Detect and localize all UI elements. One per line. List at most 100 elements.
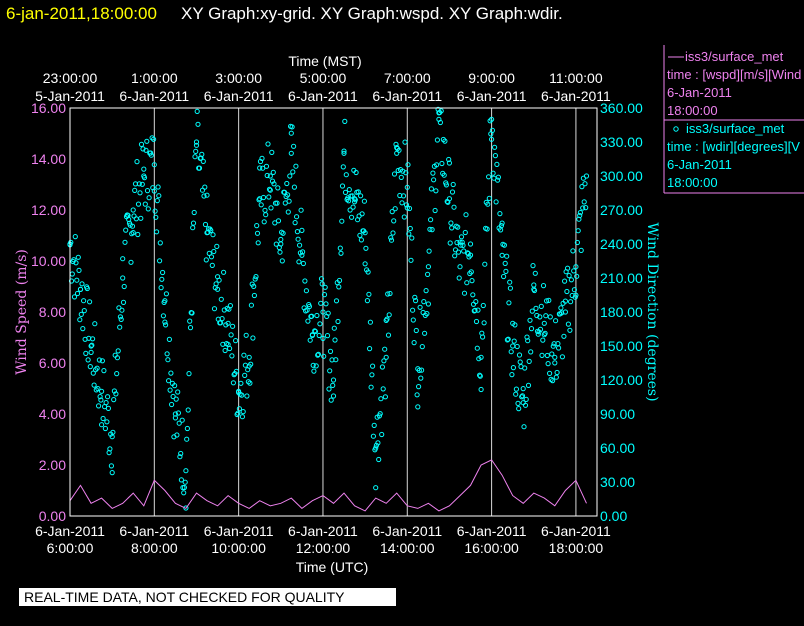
wdir-point bbox=[583, 173, 590, 179]
wdir-point bbox=[278, 241, 284, 247]
wdir-marker bbox=[258, 202, 264, 208]
top-tick-time: 7:00:00 bbox=[384, 70, 431, 86]
wdir-marker bbox=[433, 188, 439, 194]
wdir-point bbox=[510, 343, 516, 349]
wdir-marker bbox=[415, 404, 421, 410]
wdir-marker bbox=[166, 378, 172, 384]
y-right-tick: 300.00 bbox=[600, 168, 643, 184]
wdir-marker bbox=[183, 505, 189, 511]
wdir-marker bbox=[190, 225, 196, 231]
wdir-marker bbox=[312, 328, 318, 334]
wdir-marker bbox=[377, 411, 383, 417]
wdir-marker bbox=[463, 212, 469, 218]
wdir-marker bbox=[184, 436, 190, 442]
wdir-marker bbox=[303, 288, 309, 294]
wdir-marker bbox=[89, 342, 95, 348]
wdir-point bbox=[425, 264, 431, 270]
wdir-marker bbox=[472, 307, 478, 313]
wdir-marker bbox=[574, 239, 581, 246]
wdir-marker bbox=[129, 223, 136, 229]
wdir-marker bbox=[185, 407, 191, 413]
wdir-marker bbox=[275, 218, 282, 224]
wdir-marker bbox=[451, 204, 457, 210]
wdir-marker bbox=[107, 446, 113, 452]
wdir-marker bbox=[117, 324, 123, 330]
wdir-marker bbox=[571, 287, 578, 293]
wdir-marker bbox=[528, 349, 534, 355]
wdir-marker bbox=[405, 162, 411, 168]
wdir-marker bbox=[537, 326, 544, 332]
wdir-marker bbox=[330, 382, 336, 388]
wdir-marker bbox=[510, 365, 517, 371]
wdir-marker bbox=[550, 343, 556, 349]
wdir-marker bbox=[96, 403, 102, 409]
wdir-marker bbox=[540, 283, 547, 289]
wdir-marker bbox=[210, 232, 216, 238]
wdir-marker bbox=[521, 424, 527, 430]
wdir-marker bbox=[349, 214, 355, 220]
wdir-marker bbox=[429, 227, 435, 233]
wdir-marker bbox=[267, 187, 273, 193]
wdir-marker bbox=[481, 320, 487, 326]
wdir-marker bbox=[501, 273, 507, 280]
wdir-marker bbox=[93, 367, 99, 373]
wdir-marker bbox=[312, 328, 318, 335]
wdir-marker bbox=[90, 370, 96, 376]
wdir-point bbox=[415, 366, 421, 372]
wdir-point bbox=[299, 252, 305, 258]
wdir-marker bbox=[216, 277, 222, 283]
wdir-marker bbox=[412, 294, 418, 300]
wdir-marker bbox=[343, 172, 349, 178]
y-left-tick: 8.00 bbox=[39, 304, 66, 320]
wdir-marker bbox=[473, 318, 480, 325]
wdir-marker bbox=[450, 181, 456, 188]
y-left-tick: 16.00 bbox=[31, 100, 66, 116]
wdir-point bbox=[330, 377, 337, 383]
right-axis-label: Wind Direction (degrees) bbox=[644, 222, 660, 401]
wdir-point bbox=[457, 264, 463, 270]
wdir-marker bbox=[170, 393, 176, 400]
wdir-marker bbox=[263, 212, 269, 218]
wdir-marker bbox=[105, 394, 111, 400]
wdir-marker bbox=[193, 142, 200, 148]
wdir-marker bbox=[399, 200, 405, 206]
wdir-marker bbox=[346, 198, 352, 204]
y-right-tick: 240.00 bbox=[600, 236, 643, 252]
wdir-marker bbox=[280, 230, 286, 236]
wdir-marker bbox=[201, 193, 207, 199]
y-right-tick: 330.00 bbox=[600, 134, 643, 150]
wdir-marker bbox=[159, 276, 165, 282]
wdir-marker bbox=[582, 181, 588, 187]
wdir-marker bbox=[99, 358, 106, 364]
title-datetime: 6-jan-2011,18:00:00 bbox=[6, 4, 157, 23]
wdir-marker bbox=[513, 391, 519, 397]
wdir-marker bbox=[391, 171, 398, 177]
wdir-marker bbox=[495, 174, 501, 180]
x-tick-time: 14:00:00 bbox=[380, 540, 435, 556]
wdir-marker bbox=[181, 484, 187, 491]
wdir-marker bbox=[448, 220, 454, 226]
wdir-marker bbox=[527, 317, 533, 323]
wdir-marker bbox=[467, 252, 474, 258]
wdir-marker bbox=[265, 141, 271, 147]
wdir-marker bbox=[230, 380, 236, 386]
wdir-marker bbox=[322, 284, 328, 290]
y-right-tick: 360.00 bbox=[600, 100, 643, 116]
wdir-marker bbox=[402, 139, 408, 145]
wdir-marker bbox=[227, 345, 233, 352]
wdir-marker bbox=[577, 210, 584, 216]
wdir-marker bbox=[568, 299, 574, 305]
wdir-marker bbox=[489, 127, 495, 133]
wdir-marker bbox=[403, 202, 410, 208]
wdir-point bbox=[99, 388, 105, 394]
wdir-marker bbox=[286, 198, 292, 204]
wdir-marker bbox=[482, 261, 488, 267]
wdir-marker bbox=[121, 283, 127, 290]
wdir-marker bbox=[209, 262, 215, 268]
wdir-marker bbox=[550, 378, 556, 384]
wdir-marker bbox=[177, 454, 183, 460]
wdir-marker bbox=[75, 254, 81, 260]
wdir-marker bbox=[530, 263, 536, 269]
wdir-marker bbox=[455, 249, 462, 255]
wdir-marker bbox=[478, 386, 484, 393]
